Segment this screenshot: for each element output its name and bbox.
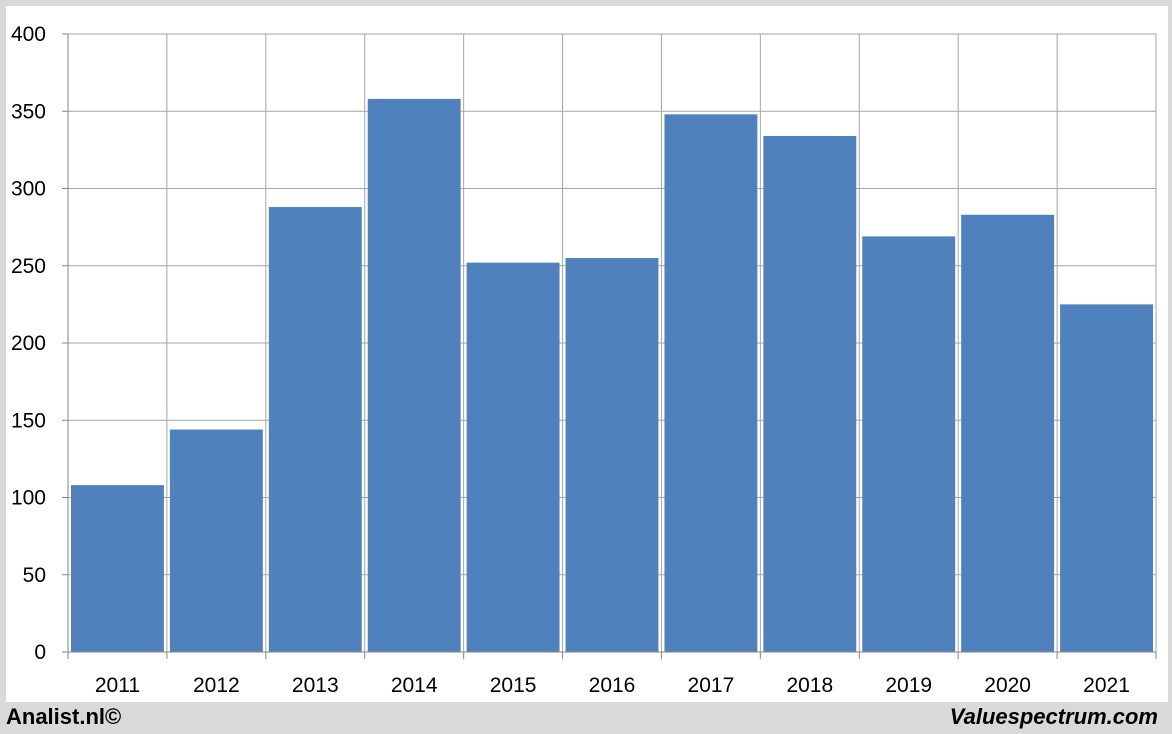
bar-2018 — [763, 135, 857, 653]
y-tick-label: 300 — [11, 178, 46, 201]
bar-2020 — [961, 214, 1055, 652]
axes — [62, 33, 1157, 659]
x-tick-label: 2012 — [193, 674, 240, 697]
y-tick-label: 150 — [11, 409, 46, 432]
y-tick-labels: 0 50 100 150 200 250 300 350 400 — [11, 23, 46, 664]
x-tick-label: 2015 — [490, 674, 537, 697]
x-tick-label: 2020 — [984, 674, 1031, 697]
y-tick-label: 100 — [11, 487, 46, 510]
x-tick-labels: 2011 2012 2013 2014 2015 2016 2017 2018 2019 2020… — [95, 674, 1130, 697]
y-tick-label: 250 — [11, 255, 46, 278]
analist-credit: Analist.nl© — [6, 704, 122, 729]
x-tick-label: 2011 — [95, 674, 140, 697]
x-tick-label: 2018 — [786, 674, 833, 697]
bar-2017 — [664, 114, 758, 653]
chart-area: 0 50 100 150 200 250 300 350 400 2011 2012 2013 201… — [6, 6, 1168, 702]
x-tick-label: 2021 — [1083, 674, 1130, 697]
x-tick-label: 2014 — [391, 674, 438, 697]
y-tick-label: 400 — [11, 23, 46, 46]
x-tick-label: 2013 — [292, 674, 339, 697]
y-tick-label: 50 — [23, 564, 46, 587]
bar-2021 — [1060, 304, 1153, 652]
bar-2015 — [466, 262, 560, 652]
x-tick-label: 2017 — [688, 674, 735, 697]
bar-2012 — [169, 429, 263, 652]
valuespectrum-credit: Valuespectrum.com — [949, 704, 1158, 729]
bar-2019 — [862, 236, 956, 652]
x-tick-label: 2016 — [589, 674, 636, 697]
bar-2013 — [268, 207, 362, 653]
x-tick-label: 2019 — [885, 674, 932, 697]
y-tick-label: 0 — [34, 641, 46, 664]
bar-2016 — [565, 258, 659, 652]
bar-2011 — [71, 485, 164, 652]
bar-2014 — [367, 98, 461, 652]
y-tick-label: 350 — [11, 100, 46, 123]
bars — [71, 98, 1153, 653]
y-tick-label: 200 — [11, 332, 46, 355]
